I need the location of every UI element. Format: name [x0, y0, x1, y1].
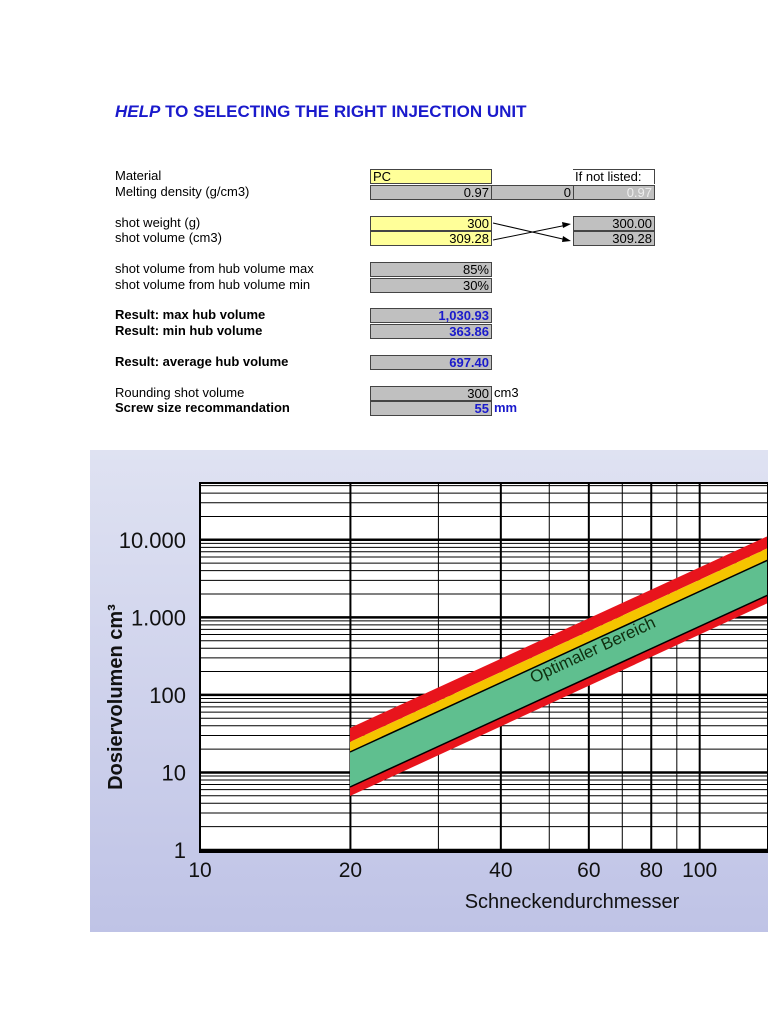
grid — [199, 483, 768, 852]
unit: mm — [494, 400, 518, 415]
cell: 0 — [491, 185, 574, 200]
cell[interactable]: 300 — [370, 216, 492, 231]
y-tick-label: 10 — [162, 760, 186, 785]
label: Result: max hub volume — [115, 307, 266, 322]
x-tick-label: 10 — [188, 859, 211, 882]
cell: 55 — [370, 401, 492, 416]
x-tick-label: 80 — [640, 859, 663, 882]
label: shot weight (g) — [115, 215, 201, 230]
title-text: TO SELECTING THE RIGHT INJECTION UNIT — [165, 102, 527, 121]
band-yellow — [350, 548, 768, 752]
y-tick-label: 1 — [174, 838, 186, 863]
label: Result: average hub volume — [115, 354, 289, 369]
band-line — [349, 594, 768, 788]
y-axis-label: Dosiervolumen cm³ — [105, 604, 127, 790]
label: Result: min hub volume — [115, 323, 263, 338]
label: shot volume (cm3) — [115, 230, 222, 245]
band-lower-edge — [350, 595, 768, 796]
y-tick-label: 1.000 — [131, 605, 186, 630]
cell: If not listed: — [573, 169, 655, 184]
y-tick-label: 10.000 — [119, 528, 186, 553]
title-em: HELP — [115, 102, 161, 121]
label: shot volume from hub volume max — [115, 261, 314, 276]
plot-border — [199, 482, 768, 853]
cell: 309.28 — [573, 231, 655, 246]
x-tick-label: 20 — [339, 859, 362, 882]
unit: cm3 — [494, 385, 519, 400]
label: Material — [115, 168, 162, 183]
cross-arrows — [492, 222, 571, 242]
x-tick-label: 100 — [682, 859, 717, 882]
label: Melting density (g/cm3) — [115, 184, 250, 199]
cell: 0.97 — [573, 185, 655, 200]
x-tick-label: 40 — [489, 859, 512, 882]
x-axis-label: Schneckendurchmesser — [465, 891, 680, 913]
title: HELP TO SELECTING THE RIGHT INJECTION UN… — [115, 102, 527, 122]
y-tick-label: 100 — [149, 683, 186, 708]
cell: 363.86 — [370, 324, 492, 339]
label: shot volume from hub volume min — [115, 277, 311, 292]
cell: 697.40 — [370, 355, 492, 370]
label: Rounding shot volume — [115, 385, 245, 400]
cell: 1,030.93 — [370, 308, 492, 323]
cell: 0.97 — [370, 185, 492, 200]
band-upper-edge — [350, 536, 768, 742]
cell: 300 — [370, 386, 492, 401]
x-tick-label: 60 — [577, 859, 600, 882]
band-line — [349, 559, 768, 753]
cell: 85% — [370, 262, 492, 277]
label: Screw size recommandation — [115, 400, 290, 415]
cell: 30% — [370, 278, 492, 293]
cell: 300.00 — [573, 216, 655, 231]
band-green — [350, 560, 768, 787]
cell[interactable]: 309.28 — [370, 231, 492, 246]
cell[interactable]: PC — [370, 169, 492, 184]
